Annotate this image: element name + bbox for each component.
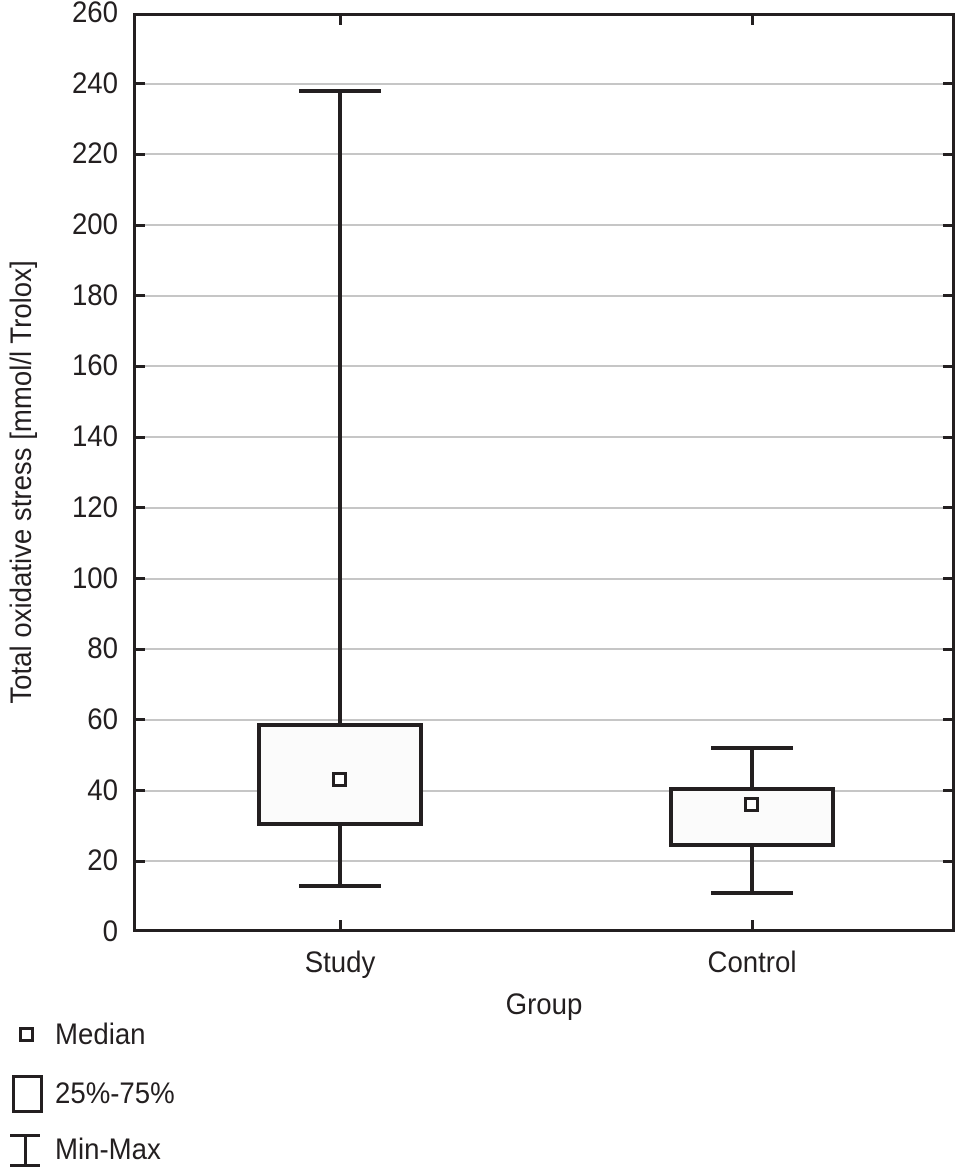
gridline (136, 224, 952, 227)
whisker-min-cap (711, 891, 793, 896)
y-tick-label: 140 (71, 420, 118, 454)
gridline (136, 436, 952, 439)
y-tick-right (943, 647, 952, 651)
whisker-lower-stem (750, 847, 754, 894)
iqr-box (669, 787, 835, 848)
y-tick-left (136, 647, 145, 651)
y-tick-label: 0 (102, 915, 118, 948)
y-tick-right (943, 223, 952, 227)
median-marker (744, 796, 759, 812)
x-tick-top (750, 16, 754, 25)
whisker-lower-stem (338, 825, 342, 887)
gridline (136, 789, 952, 792)
y-tick-left (136, 435, 145, 439)
y-tick-label: 40 (87, 773, 118, 807)
x-tick-top (338, 16, 342, 25)
y-tick-left (136, 294, 145, 298)
y-tick-right (943, 435, 952, 439)
y-tick-right (943, 364, 952, 368)
y-tick-label: 220 (71, 137, 118, 171)
whisker-upper-stem (750, 748, 754, 788)
y-tick-label: 100 (71, 561, 118, 595)
legend-whisker-icon-stem (24, 1134, 27, 1167)
y-tick-label: 160 (71, 349, 118, 383)
median-marker (332, 772, 347, 787)
y-tick-label: 260 (71, 0, 118, 29)
y-tick-right (943, 82, 952, 86)
y-tick-right (943, 506, 952, 510)
y-tick-left (136, 859, 145, 863)
y-tick-right (943, 718, 952, 722)
x-tick-bottom (750, 920, 754, 929)
y-tick-label: 60 (87, 702, 118, 736)
y-tick-left (136, 718, 145, 722)
legend-label: Min-Max (55, 1133, 161, 1166)
gridline (136, 860, 952, 863)
y-tick-label: 120 (71, 490, 118, 524)
x-category-label: Control (707, 946, 797, 979)
y-tick-right (943, 577, 952, 581)
gridline (136, 506, 952, 509)
gridline (136, 577, 952, 580)
y-tick-label: 80 (87, 632, 118, 666)
y-tick-left (136, 577, 145, 581)
y-tick-left (136, 364, 145, 368)
y-tick-left (136, 506, 145, 510)
gridline (136, 294, 952, 297)
x-axis-title: Group (505, 988, 583, 1021)
y-tick-label: 200 (71, 208, 118, 242)
plot-frame (133, 13, 955, 932)
x-tick-bottom (338, 920, 342, 929)
legend-iqr-box-icon (12, 1075, 43, 1113)
legend-whisker-icon-bottom-cap (10, 1164, 40, 1167)
legend-label: 25%-75% (55, 1077, 175, 1110)
y-tick-label: 240 (71, 66, 118, 100)
y-tick-left (136, 789, 145, 793)
x-category-label: Study (304, 946, 376, 979)
y-tick-left (136, 223, 145, 227)
y-tick-label: 20 (87, 844, 118, 878)
y-tick-right (943, 294, 952, 298)
y-tick-right (943, 859, 952, 863)
whisker-max-cap (711, 746, 793, 751)
gridline (136, 648, 952, 651)
y-tick-label: 180 (71, 278, 118, 312)
gridline (136, 153, 952, 156)
gridline (136, 82, 952, 85)
whisker-min-cap (299, 884, 381, 889)
legend-median-icon (19, 1027, 34, 1042)
y-tick-right (943, 789, 952, 793)
whisker-max-cap (299, 88, 381, 93)
y-tick-left (136, 82, 145, 86)
gridline (136, 718, 952, 721)
y-tick-left (136, 152, 145, 156)
whisker-upper-stem (338, 90, 342, 724)
legend-label: Median (55, 1018, 146, 1051)
gridline (136, 365, 952, 368)
y-tick-right (943, 152, 952, 156)
